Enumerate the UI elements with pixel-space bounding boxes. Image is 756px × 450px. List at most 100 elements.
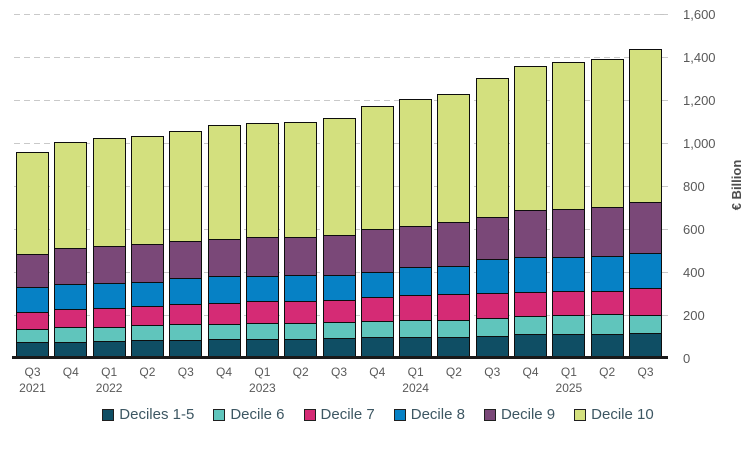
segment-decile-8 [475, 260, 509, 295]
x-axis-label-quarter: Q3 [24, 365, 41, 379]
segment-decile-10 [16, 151, 49, 256]
segment-decile-10 [475, 78, 509, 219]
bar-q4 [54, 141, 88, 358]
segment-decile-10 [245, 123, 279, 239]
segment-decile-6 [322, 323, 356, 340]
legend-item-decile-8: Decile 8 [393, 406, 465, 424]
x-axis-label: Q3 [629, 364, 662, 396]
segment-decile-9 [552, 209, 586, 258]
x-axis-label-quarter: Q4 [62, 365, 79, 379]
segment-decile-9 [245, 238, 279, 277]
segment-decile-9 [475, 218, 509, 261]
segment-decile-9 [437, 222, 471, 268]
x-axis-label: Q1 2024 [399, 364, 432, 396]
y-tick-label: 600 [683, 221, 705, 237]
legend-label: Decile 8 [410, 406, 465, 423]
x-axis-labels: Q3 2021 Q4 Q1 2022 Q2 Q3 Q4 Q1 2023 Q2 Q3 Q4 Q1 2024 Q2… [14, 364, 664, 396]
x-axis-label-quarter: Q3 [330, 365, 347, 379]
x-axis-label: Q1 2025 [552, 364, 585, 396]
segment-deciles-1-5 [552, 334, 586, 358]
legend-item-decile-10: Decile 10 [574, 406, 654, 424]
legend-item-deciles-1-5: Deciles 1-5 [102, 406, 194, 424]
segment-decile-7 [284, 301, 318, 324]
segment-decile-6 [475, 318, 509, 337]
segment-decile-8 [590, 256, 624, 293]
bar-q32021 [16, 151, 49, 358]
segment-decile-6 [552, 316, 586, 335]
x-axis-label-year: 2022 [95, 381, 123, 395]
gridline-1200 [14, 100, 668, 101]
x-axis-label-quarter: Q1 [254, 365, 271, 379]
plot-area [14, 14, 668, 358]
bar-q2 [437, 94, 471, 358]
x-axis-label: Q1 2022 [93, 364, 126, 396]
segment-decile-7 [245, 302, 279, 324]
segment-decile-8 [514, 258, 548, 293]
bar-q3 [322, 118, 356, 358]
y-tick-label: 800 [683, 178, 705, 194]
segment-decile-7 [16, 313, 49, 330]
segment-decile-10 [590, 58, 624, 209]
x-axis-label: Q3 [323, 364, 356, 396]
segment-decile-9 [92, 246, 126, 284]
segment-decile-6 [590, 315, 624, 335]
legend-item-decile-9: Decile 9 [483, 406, 555, 424]
x-axis-label-quarter: Q4 [369, 365, 386, 379]
segment-decile-10 [399, 98, 433, 227]
legend-item-decile-7: Decile 7 [303, 406, 375, 424]
legend-swatch [483, 409, 496, 421]
segment-decile-7 [590, 292, 624, 316]
segment-decile-6 [360, 321, 394, 339]
x-axis-label-year: 2021 [19, 381, 46, 395]
x-axis-line [12, 356, 668, 359]
segment-decile-10 [629, 49, 662, 204]
segment-decile-9 [514, 211, 548, 259]
segment-decile-8 [92, 283, 126, 310]
legend-label: Deciles 1-5 [119, 406, 195, 423]
segment-decile-7 [475, 294, 509, 319]
segment-decile-6 [399, 320, 433, 338]
segment-decile-9 [629, 203, 662, 254]
segment-decile-8 [207, 276, 241, 304]
segment-decile-8 [629, 253, 662, 290]
segment-decile-9 [16, 255, 49, 288]
bar-q2 [284, 121, 318, 358]
x-axis-label-quarter: Q1 [560, 365, 577, 379]
x-axis-label: Q3 [169, 364, 202, 396]
segment-decile-6 [169, 325, 203, 341]
x-axis-label-year: 2023 [249, 381, 276, 395]
bar-q4 [207, 125, 241, 358]
x-axis-label-quarter: Q1 [101, 365, 118, 379]
gridline-1400 [14, 57, 668, 58]
segment-decile-7 [360, 297, 394, 322]
x-axis-label-quarter: Q2 [599, 365, 616, 379]
bar-q12023 [245, 123, 279, 358]
segment-decile-9 [284, 238, 318, 277]
segment-decile-10 [169, 130, 203, 242]
segment-decile-10 [54, 141, 88, 250]
legend-label: Decile 7 [320, 406, 375, 423]
segment-decile-9 [399, 226, 433, 269]
segment-decile-8 [130, 282, 164, 308]
segment-decile-7 [322, 300, 356, 324]
legend-swatch [393, 409, 406, 421]
segment-decile-9 [360, 230, 394, 274]
segment-decile-9 [322, 236, 356, 277]
x-axis-label: Q1 2023 [246, 364, 279, 396]
segment-decile-9 [54, 249, 88, 286]
segment-decile-7 [130, 307, 164, 327]
x-axis-label-year: 2025 [555, 381, 583, 395]
segment-decile-8 [54, 285, 88, 311]
y-tick-label: 0 [683, 350, 691, 366]
segment-decile-9 [169, 241, 203, 280]
legend-label: Decile 10 [591, 406, 654, 423]
y-tick-label: 1,600 [683, 6, 716, 22]
segment-decile-10 [322, 118, 356, 237]
legend-swatch [213, 409, 226, 421]
segment-decile-10 [207, 125, 241, 240]
x-axis-label-quarter: Q1 [407, 365, 424, 379]
legend: Deciles 1-5 Decile 6 Decile 7 Decile 8 Decil… [0, 406, 756, 424]
segment-deciles-1-5 [399, 337, 433, 358]
segment-deciles-1-5 [629, 334, 662, 358]
segment-decile-9 [130, 245, 164, 283]
